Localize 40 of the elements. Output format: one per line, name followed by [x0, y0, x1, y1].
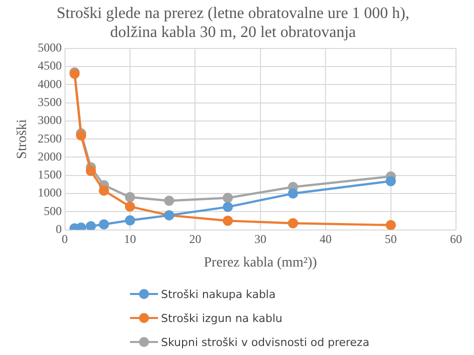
x-tick-label: 10: [124, 232, 136, 246]
y-tick-label: 1500: [38, 168, 62, 182]
x-axis-title: Prerez kabla (mm²)): [204, 255, 318, 270]
point: [98, 186, 110, 196]
point: [288, 218, 298, 228]
y-tick-label: 3000: [38, 113, 62, 128]
point: [86, 221, 96, 230]
legend-label: Skupni stroški v odvisnosti od prereza: [161, 336, 370, 348]
y-tick-label: 2000: [38, 149, 62, 164]
point: [222, 202, 233, 212]
y-tick-label: 4500: [38, 58, 62, 73]
point: [76, 130, 86, 141]
y-tick-label: 5000: [38, 40, 62, 55]
legend-label: Stroški izgun na kablu: [161, 312, 282, 324]
y-tick-label: 1000: [38, 186, 62, 200]
chart-title: Stroški glede na prerez (letne obratovalne ure 1 000 h), dolžina kabla 30 m, 20 let obratovanja: [56, 4, 410, 42]
point: [124, 201, 136, 212]
point: [386, 220, 396, 230]
point: [86, 166, 96, 176]
y-tick-label: 4000: [38, 76, 62, 91]
point: [98, 219, 110, 230]
x-tick-label: 40: [320, 232, 332, 246]
point: [124, 192, 136, 202]
y-tick-label: 0: [56, 222, 62, 236]
y-tick-label: 3500: [38, 94, 62, 109]
point: [76, 222, 86, 230]
y-tick-label: 500: [44, 204, 62, 218]
point: [386, 176, 396, 186]
legend-label: Stroški nakupa kabla: [161, 288, 276, 300]
point: [222, 216, 233, 226]
x-tick-label: 30: [254, 232, 266, 246]
x-tick-label: 60: [450, 232, 462, 246]
x-tick-label: 50: [384, 232, 397, 246]
point: [288, 188, 298, 199]
point: [164, 196, 174, 206]
y-tick-label: 2500: [38, 131, 62, 146]
x-tick-label: 20: [189, 232, 202, 246]
point: [222, 192, 233, 203]
y-axis-title: Stroški: [15, 119, 30, 159]
point: [124, 215, 136, 226]
